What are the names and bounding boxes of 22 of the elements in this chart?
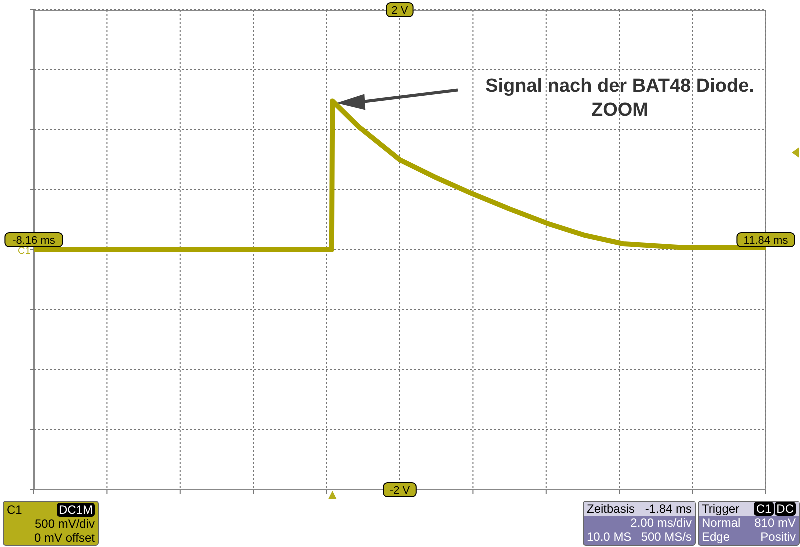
text: -1.84 ms bbox=[645, 502, 692, 516]
text: DC bbox=[774, 502, 796, 516]
text: DC1M bbox=[56, 503, 95, 517]
text: 2.00 ms/div bbox=[630, 516, 692, 530]
text: 10.0 MS bbox=[587, 530, 632, 544]
annotation: Signal nach der BAT48 Diode. ZOOM bbox=[484, 75, 756, 124]
y-tick-label: 2 V bbox=[392, 5, 409, 17]
text: 0 mV offset bbox=[34, 531, 95, 545]
text: Zeitbasis bbox=[587, 502, 636, 516]
text: 500 mV/div bbox=[34, 517, 95, 531]
x-tick-label: -8.16 ms bbox=[12, 235, 56, 247]
text: C1 bbox=[18, 246, 32, 257]
x-tick-label: 11.84 ms bbox=[744, 235, 789, 247]
text: 500 MS/s bbox=[641, 530, 692, 544]
text: C1 bbox=[754, 502, 774, 516]
text: Normal bbox=[702, 516, 741, 530]
text: 810 mV bbox=[754, 516, 796, 530]
y-tick-label: -2 V bbox=[390, 485, 411, 497]
text: C1 bbox=[7, 503, 22, 517]
text: Positiv bbox=[760, 530, 796, 544]
text: Edge bbox=[702, 530, 730, 544]
text: Trigger bbox=[702, 502, 740, 516]
